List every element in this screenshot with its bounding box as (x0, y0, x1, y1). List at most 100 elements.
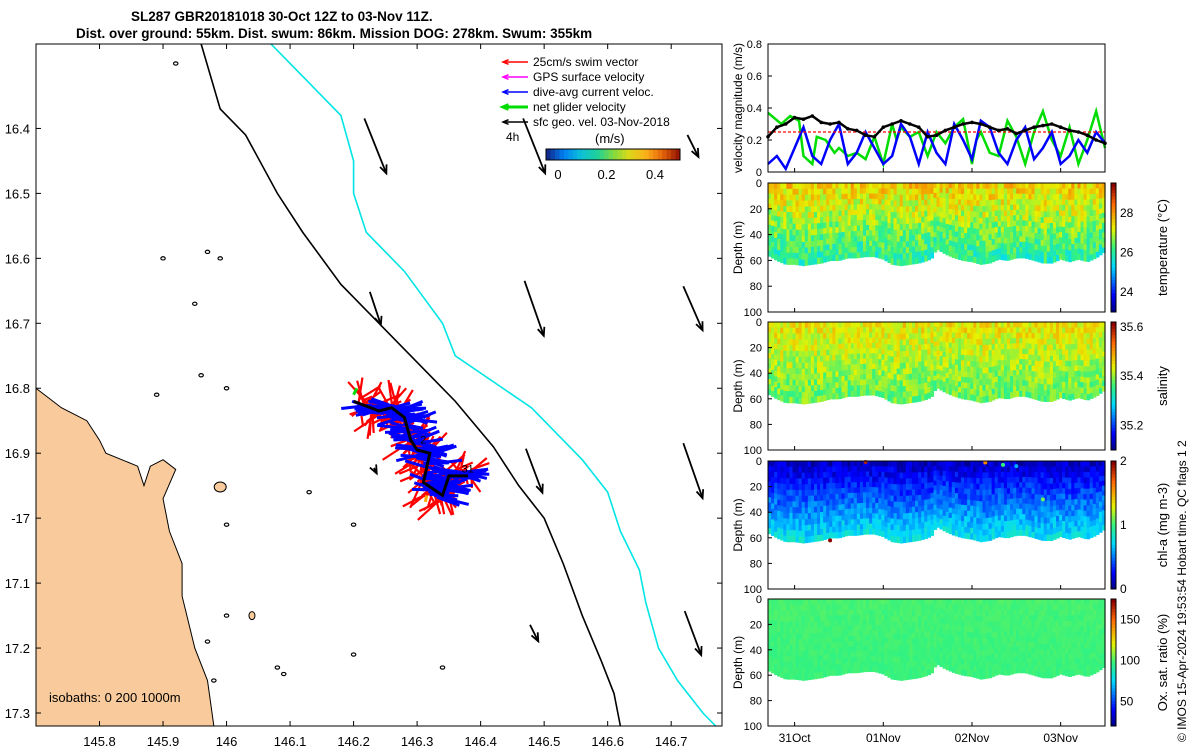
profile-cell (820, 372, 824, 380)
profile-cell (841, 488, 846, 495)
profile-cell (1092, 253, 1097, 260)
profile-cell (945, 347, 950, 354)
profile-cell (1025, 231, 1030, 238)
profile-cell (887, 528, 892, 535)
profile-cell (930, 364, 935, 371)
profile-cell (1040, 344, 1045, 351)
profile-cell (994, 227, 999, 234)
profile-cell (823, 377, 827, 385)
profile-cell (939, 346, 944, 352)
profile-cell (801, 525, 806, 532)
profile-cell (976, 523, 980, 530)
profile-cell (1010, 231, 1014, 239)
profile-cell (1022, 188, 1026, 195)
profile-cell (1043, 217, 1048, 224)
profile-cell (795, 501, 800, 508)
profile-cell (823, 333, 827, 340)
profile-cell (832, 338, 836, 345)
profile-cell (817, 367, 821, 374)
profile-cell (1062, 360, 1066, 367)
profile-cell (911, 200, 916, 207)
profile-cell (988, 466, 993, 473)
profile-cell (976, 228, 980, 236)
profile-cell (774, 332, 778, 339)
profile-cell (789, 385, 794, 392)
profile-cell (1019, 369, 1023, 376)
profile-cell (792, 206, 797, 213)
profile-cell (777, 322, 781, 329)
profile-cell (823, 222, 827, 229)
profile-cell (1031, 371, 1036, 378)
profile-cell (1098, 362, 1103, 369)
profile-cell (1052, 333, 1057, 340)
profile-cell (961, 188, 965, 195)
profile-cell (1006, 371, 1011, 378)
profile-cell (832, 488, 836, 495)
profile-cell (905, 350, 910, 358)
profile-cell (1046, 378, 1051, 385)
profile-cell (1098, 367, 1103, 374)
colorbar-unit: (m/s) (595, 131, 625, 146)
profile-cell (838, 365, 843, 372)
profile-cell (954, 188, 959, 195)
profile-cell (771, 482, 775, 489)
profile-cell (930, 348, 935, 355)
profile-cell (792, 484, 797, 491)
profile-cell (997, 215, 1002, 222)
profile-cell (1074, 343, 1079, 350)
profile-cell (1010, 504, 1014, 511)
colorbar-cell (1111, 379, 1116, 384)
profile-cell (1006, 243, 1011, 250)
speed-colorbar-cell (671, 149, 677, 160)
profile-cell (841, 248, 846, 255)
profile-cell (905, 518, 910, 526)
profile-cell (810, 223, 815, 231)
profile-cell (887, 534, 892, 541)
profile-cell (1031, 332, 1036, 339)
profile-cell (948, 347, 953, 354)
profile-cell (902, 253, 907, 260)
profile-cell (838, 493, 843, 500)
profile-cell (890, 535, 895, 543)
profile-cell (994, 360, 999, 367)
profile-cell (951, 487, 956, 494)
profile-cell (872, 513, 876, 519)
y-axis-label: velocity magnitude (m/s) (731, 43, 745, 173)
profile-cell (807, 339, 812, 346)
profile-cell (1059, 348, 1063, 355)
profile-cell (847, 225, 852, 232)
profile-cell (801, 339, 806, 346)
profile-cell (832, 515, 836, 522)
profile-cell (979, 507, 984, 514)
profile-cell (1010, 392, 1014, 399)
profile-cell (976, 246, 980, 253)
colorbar-cell (1111, 292, 1116, 297)
profile-cell (911, 379, 916, 386)
profile-cell (862, 235, 867, 242)
profile-cell (826, 527, 830, 534)
profile-cell (801, 513, 806, 521)
profile-cell (823, 216, 827, 224)
profile-cell (859, 513, 864, 520)
profile-cell (991, 488, 996, 495)
profile-cell (1025, 380, 1030, 387)
profile-cell (1092, 343, 1097, 350)
profile-cell (1074, 215, 1079, 223)
profile-cell (893, 218, 898, 225)
profile-cell (945, 332, 950, 338)
colorbar-tick-label: 35.2 (1120, 418, 1144, 432)
profile-cell (961, 205, 965, 212)
profile-cell (1074, 392, 1079, 399)
profile-cell (789, 368, 794, 375)
profile-cell (921, 389, 925, 396)
profile-cell (951, 183, 956, 189)
profile-cell (1098, 188, 1103, 194)
profile-cell (945, 198, 950, 205)
profile-cell (970, 366, 974, 373)
profile-cell (1040, 389, 1045, 397)
profile-cell (856, 390, 861, 397)
profile-cell (979, 188, 984, 196)
profile-cell (967, 488, 971, 495)
profile-cell (893, 374, 898, 381)
profile-cell (804, 235, 809, 243)
